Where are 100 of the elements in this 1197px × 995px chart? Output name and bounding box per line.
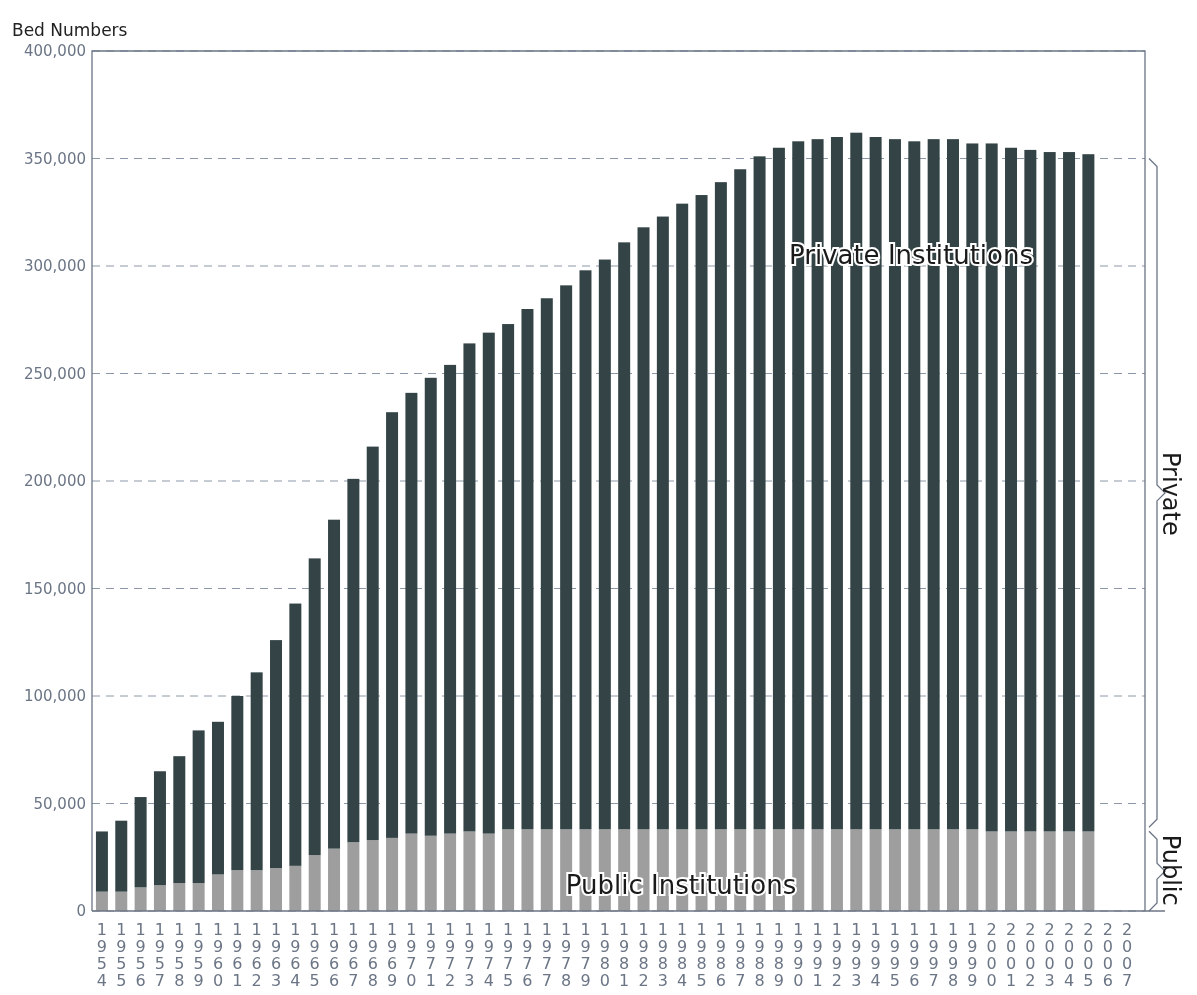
bar <box>95 831 108 892</box>
bar <box>328 848 341 911</box>
bar <box>908 829 921 911</box>
bar <box>308 558 321 856</box>
x-tick-label: 1964 <box>290 920 301 990</box>
x-tick-label: 1965 <box>309 920 320 990</box>
x-tick-label: 1994 <box>870 920 881 990</box>
bar <box>347 478 360 843</box>
bar <box>734 169 747 830</box>
bar <box>424 835 437 911</box>
bar <box>502 829 515 911</box>
bar <box>173 756 186 884</box>
bar <box>1063 152 1076 832</box>
bar <box>482 833 495 911</box>
bar <box>424 377 437 836</box>
bar <box>1043 152 1056 832</box>
x-tick-label: 1975 <box>503 920 514 990</box>
x-tick-label: 1968 <box>367 920 378 990</box>
y-tick-label: 100,000 <box>23 687 86 706</box>
bar <box>521 309 534 830</box>
bar <box>328 519 341 849</box>
bar <box>753 156 766 830</box>
y-tick-label: 50,000 <box>33 794 86 813</box>
y-tick-label: 400,000 <box>23 42 86 61</box>
bar <box>444 364 457 834</box>
bar <box>579 270 592 830</box>
x-tick-label: 1996 <box>909 920 920 990</box>
bar <box>211 721 224 875</box>
bar <box>270 868 283 911</box>
bar <box>115 891 128 911</box>
x-tick-label: 1974 <box>483 920 494 990</box>
x-tick-label: 2004 <box>1063 920 1075 990</box>
bar <box>308 855 321 911</box>
x-tick-label: 2007 <box>1121 920 1133 990</box>
x-tick-label: 1969 <box>386 920 398 990</box>
x-tick-label: 1995 <box>889 920 901 990</box>
bar <box>540 829 553 911</box>
bar <box>830 829 843 911</box>
bar <box>676 203 689 830</box>
bar <box>463 343 476 832</box>
bar <box>1024 831 1037 911</box>
bar <box>695 195 708 830</box>
bar <box>772 147 785 830</box>
x-tick-label: 1958 <box>174 920 185 990</box>
x-tick-label: 2006 <box>1102 920 1113 990</box>
bar <box>95 891 108 911</box>
bar <box>540 298 553 830</box>
bar <box>1082 154 1095 832</box>
x-tick-label: 1963 <box>270 920 282 990</box>
x-tick-label: 1997 <box>928 920 939 990</box>
bar <box>250 672 263 871</box>
x-tick-label: 1956 <box>135 920 146 990</box>
bar <box>869 829 882 911</box>
x-tick-label: 1981 <box>619 920 630 990</box>
y-tick-label: 0 <box>76 902 86 921</box>
x-tick-label: 2005 <box>1083 920 1094 990</box>
x-tick-label: 1998 <box>947 920 959 990</box>
x-tick-label: 1954 <box>96 920 108 990</box>
bar <box>386 837 399 911</box>
bar <box>1063 831 1076 911</box>
x-tick-label: 1999 <box>967 920 978 990</box>
bar <box>134 797 147 888</box>
x-tick-label: 1989 <box>773 920 784 990</box>
x-tick-label: 1980 <box>599 920 610 990</box>
y-tick-label: 150,000 <box>23 579 86 598</box>
x-tick-label: 1991 <box>812 920 823 990</box>
bar <box>444 833 457 911</box>
text: Private <box>1157 452 1185 536</box>
bar <box>173 883 186 911</box>
x-tick-label: 1960 <box>212 920 224 990</box>
x-tick-label: 1961 <box>232 920 243 990</box>
bar <box>946 829 959 911</box>
bar <box>134 887 147 911</box>
bar <box>966 829 979 911</box>
bar <box>231 696 244 871</box>
y-axis-title: Bed Numbers <box>12 20 128 40</box>
x-tick-label: 1962 <box>251 920 262 990</box>
bar <box>1082 831 1095 911</box>
bar <box>502 324 515 830</box>
x-tick-label: 1984 <box>677 920 688 990</box>
y-tick-label: 350,000 <box>23 149 86 168</box>
bar <box>192 730 205 884</box>
x-tick-label: 1959 <box>193 920 204 990</box>
x-tick-label: 1966 <box>328 920 340 990</box>
x-tick-label: 1973 <box>464 920 475 990</box>
x-tick-label: 1957 <box>154 920 166 990</box>
bar <box>637 227 650 830</box>
bar <box>560 285 573 830</box>
bar <box>598 259 611 830</box>
text: Public <box>1157 834 1185 906</box>
x-tick-label: 1970 <box>406 920 417 990</box>
bar <box>289 865 302 911</box>
x-tick-label: 1986 <box>715 920 726 990</box>
y-tick-label: 200,000 <box>23 472 86 491</box>
x-tick-label: 1967 <box>348 920 359 990</box>
x-tick-label: 1972 <box>445 920 456 990</box>
bar <box>366 446 379 841</box>
x-tick-label: 1982 <box>638 920 649 990</box>
bar <box>211 874 224 911</box>
x-tick-label: 1976 <box>522 920 533 990</box>
